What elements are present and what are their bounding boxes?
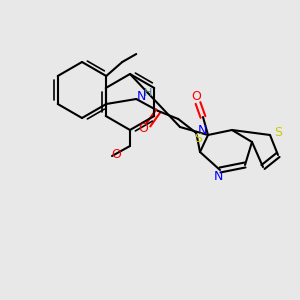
- Text: N: N: [197, 124, 207, 136]
- Text: O: O: [191, 89, 201, 103]
- Text: S: S: [274, 127, 282, 140]
- Text: N: N: [213, 170, 223, 184]
- Text: O: O: [138, 122, 148, 136]
- Text: N: N: [136, 89, 146, 103]
- Text: O: O: [111, 148, 121, 160]
- Text: H: H: [144, 88, 152, 98]
- Text: S: S: [194, 131, 202, 145]
